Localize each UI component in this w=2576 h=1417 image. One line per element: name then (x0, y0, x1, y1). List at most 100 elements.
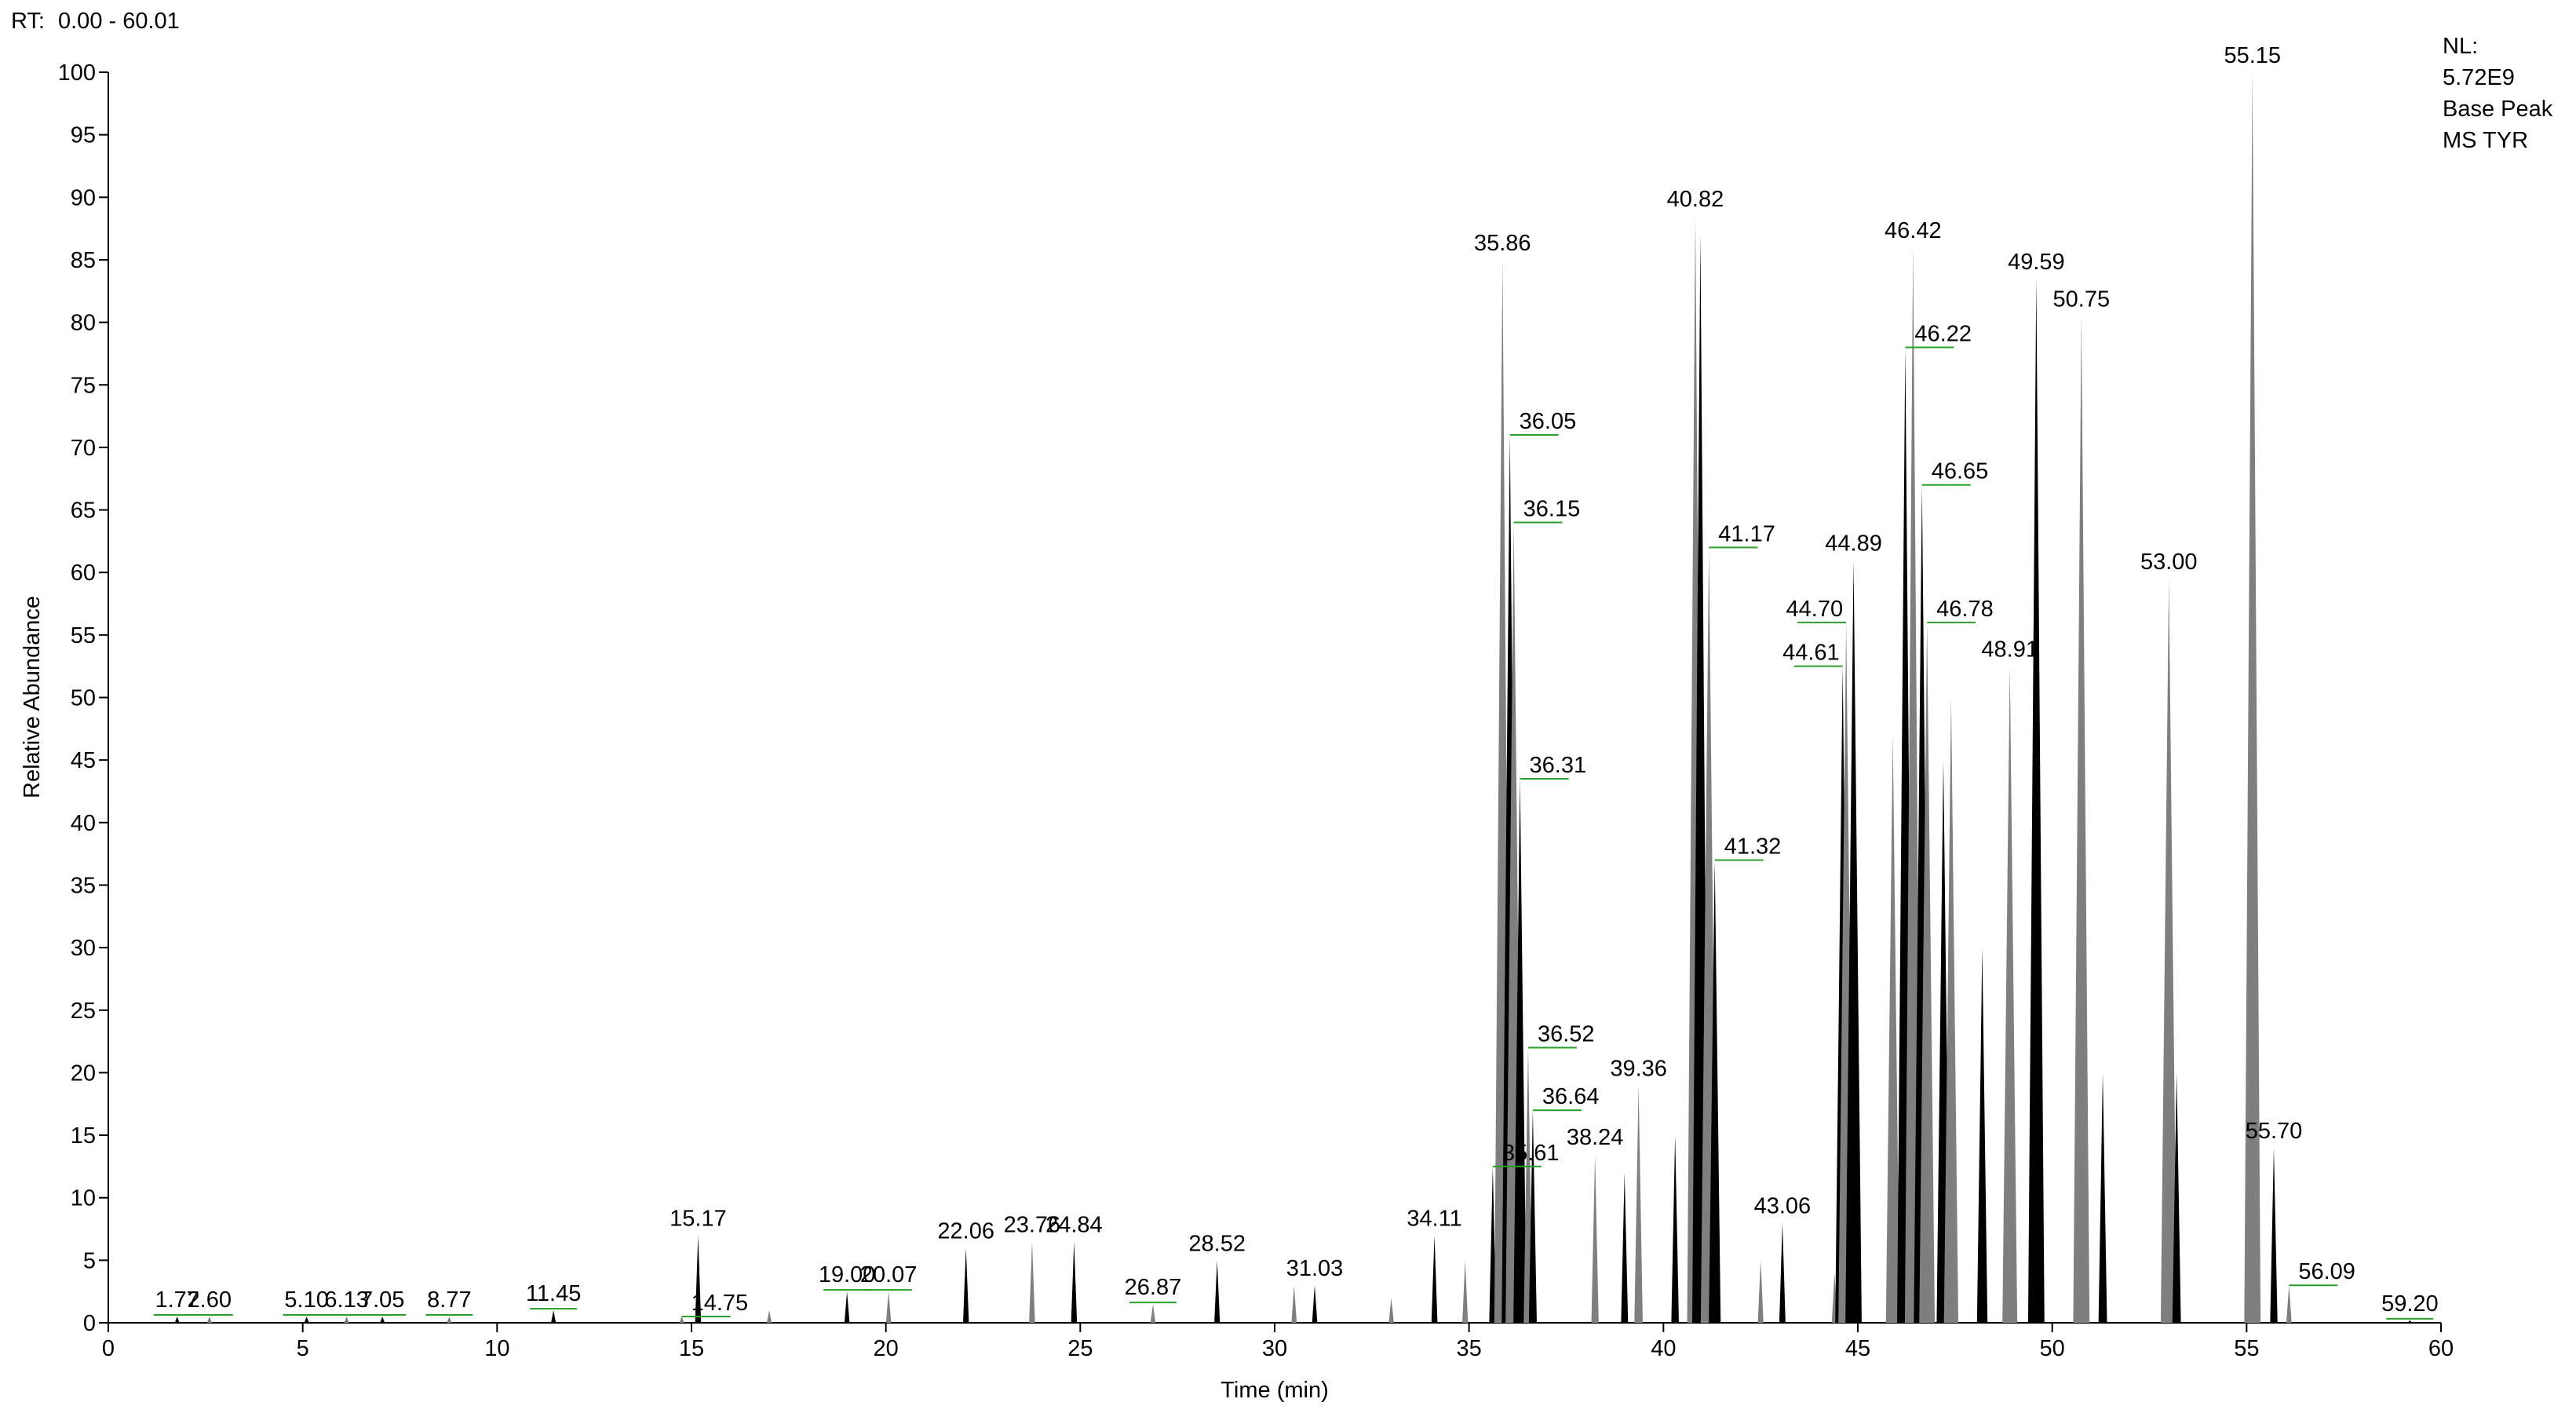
y-tick-label: 85 (71, 248, 96, 273)
peak (1513, 779, 1527, 1323)
peak (1591, 1153, 1599, 1323)
x-tick-label: 25 (1067, 1336, 1093, 1361)
y-tick-label: 55 (71, 623, 96, 648)
peak-label: 15.17 (670, 1206, 727, 1231)
peak-label: 53.00 (2140, 550, 2198, 575)
peak (380, 1317, 385, 1323)
peak-label: 14.75 (691, 1291, 749, 1316)
peak-label: 24.84 (1045, 1212, 1103, 1237)
peak (2160, 579, 2177, 1323)
x-tick-label: 5 (297, 1336, 309, 1361)
peak (304, 1317, 309, 1323)
peak (1885, 735, 1900, 1323)
peak-label: 55.70 (2246, 1119, 2303, 1144)
peak (1671, 1135, 1680, 1323)
peak (1528, 1110, 1537, 1323)
peak-label: 20.07 (860, 1262, 918, 1287)
peak-label: 46.65 (1932, 459, 1989, 484)
peak-label: 43.06 (1754, 1194, 1812, 1219)
peak-label: 8.77 (427, 1287, 471, 1313)
y-tick-label: 0 (83, 1311, 96, 1336)
peak-label: 35.86 (1474, 231, 1531, 256)
peak-label: 48.91 (1981, 637, 2038, 663)
y-tick-label: 60 (71, 561, 96, 586)
peak-label: 22.06 (937, 1218, 994, 1244)
peak (2244, 72, 2261, 1323)
peak (1919, 622, 1936, 1323)
x-tick-label: 40 (1651, 1336, 1676, 1361)
y-tick-label: 100 (58, 60, 96, 86)
peak-label: 28.52 (1188, 1231, 1246, 1256)
peak (962, 1247, 969, 1323)
peak (1291, 1285, 1297, 1323)
peak (344, 1317, 349, 1323)
x-tick-label: 45 (1845, 1336, 1870, 1361)
peak (1214, 1260, 1220, 1323)
peak-label: 35.61 (1502, 1141, 1560, 1166)
y-tick-label: 30 (71, 936, 96, 961)
y-tick-label: 65 (71, 499, 96, 524)
y-tick-label: 45 (71, 748, 96, 773)
y-tick-label: 25 (71, 999, 96, 1024)
peak (2286, 1285, 2292, 1323)
peak (2270, 1147, 2278, 1323)
peak-label: 34.11 (1407, 1206, 1461, 1231)
peak-label: 1.77 (155, 1287, 199, 1313)
annotation: MS TYR (2443, 128, 2528, 153)
peak-label: 41.32 (1724, 834, 1782, 860)
peak (1943, 697, 1959, 1323)
peak (1312, 1285, 1318, 1323)
y-tick-label: 35 (71, 873, 96, 898)
peak-label: 19.00 (819, 1262, 876, 1287)
y-tick-label: 80 (71, 311, 96, 336)
x-tick-label: 10 (484, 1336, 509, 1361)
peak-label: 44.89 (1825, 531, 1882, 556)
peak (2098, 1072, 2107, 1323)
peak-label: 36.64 (1542, 1084, 1600, 1109)
peak-label: 56.09 (2298, 1259, 2355, 1284)
peak (679, 1317, 684, 1323)
peak (2027, 278, 2045, 1324)
y-tick-label: 90 (71, 185, 96, 210)
x-tick-label: 30 (1262, 1336, 1287, 1361)
x-axis-label: Time (min) (1220, 1378, 1328, 1403)
range-prefix: RT: (11, 9, 45, 34)
peak (1709, 860, 1721, 1323)
peak-label: 31.03 (1286, 1256, 1344, 1281)
peak (1779, 1222, 1786, 1323)
peak-label: 49.59 (2008, 250, 2065, 275)
x-tick-label: 50 (2040, 1336, 2065, 1361)
peak (2073, 316, 2090, 1323)
peak-label: 50.75 (2053, 287, 2111, 312)
peak-label: 44.70 (1786, 597, 1844, 622)
peak-label: 55.15 (2224, 43, 2281, 68)
peak (1757, 1260, 1764, 1323)
x-tick-label: 55 (2234, 1336, 2259, 1361)
y-tick-label: 75 (71, 373, 96, 398)
peak-label: 6.13 (324, 1287, 368, 1313)
peak-label: 36.31 (1530, 753, 1587, 778)
y-tick-label: 40 (71, 811, 96, 836)
annotation: Base Peak (2443, 97, 2553, 122)
peak (447, 1317, 452, 1323)
peak (1621, 1172, 1629, 1323)
peak (885, 1291, 892, 1323)
annotation: NL: (2443, 34, 2478, 59)
peak-label: 11.45 (526, 1281, 581, 1306)
peak (2172, 1072, 2181, 1323)
peak (174, 1317, 180, 1323)
peak (1634, 1085, 1643, 1323)
peak (2407, 1320, 2413, 1323)
peak-label: 40.82 (1667, 187, 1724, 212)
peak (1431, 1235, 1438, 1323)
y-tick-label: 15 (71, 1123, 96, 1149)
peak (1388, 1298, 1394, 1323)
x-tick-label: 15 (679, 1336, 704, 1361)
peak (1071, 1241, 1078, 1323)
peak-label: 2.60 (188, 1287, 232, 1313)
peak-label: 23.76 (1004, 1212, 1061, 1237)
peak-label: 26.87 (1125, 1275, 1182, 1300)
peak (1150, 1304, 1156, 1323)
peak-label: 38.24 (1567, 1125, 1624, 1150)
